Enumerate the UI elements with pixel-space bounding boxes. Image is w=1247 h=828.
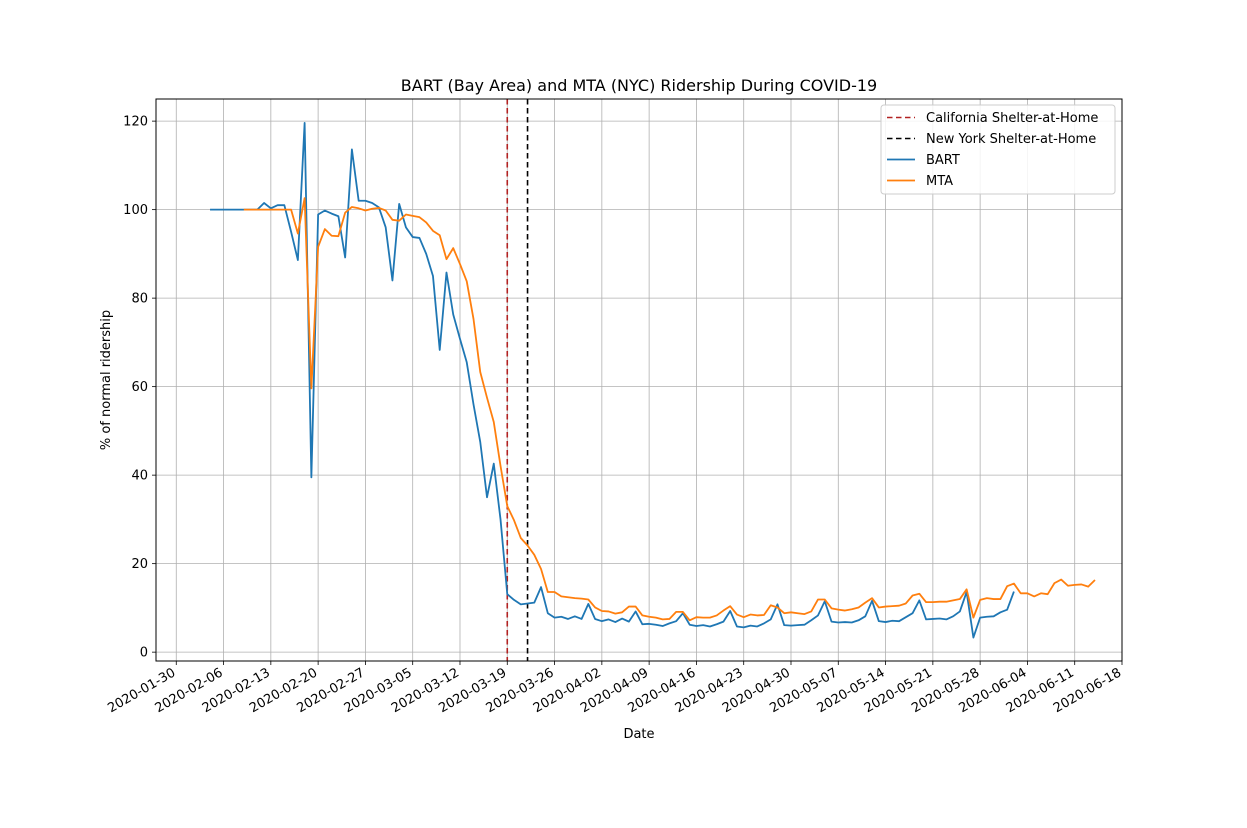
legend-label-bart: BART [926, 153, 960, 168]
y-tick-label: 0 [140, 646, 148, 661]
chart-title: BART (Bay Area) and MTA (NYC) Ridership … [401, 76, 877, 95]
legend-box [880, 104, 1116, 195]
series-layer [210, 122, 1096, 639]
y-tick-label: 120 [123, 115, 148, 130]
series-line-bart [210, 122, 1015, 639]
y-tick-label: 80 [131, 292, 148, 307]
legend-label-mta: MTA [926, 174, 953, 189]
y-tick-label: 60 [131, 380, 148, 395]
y-tick-label: 100 [123, 203, 148, 218]
legend-label-new-york: New York Shelter-at-Home [926, 132, 1096, 147]
y-axis-label: % of normal ridership [99, 310, 114, 450]
y-tick-label: 40 [131, 469, 148, 484]
y-tick-label: 20 [131, 557, 148, 572]
x-axis-label: Date [623, 727, 654, 742]
series-line-mta [243, 197, 1096, 622]
y-axis-ticks: 0 20 40 60 80 100 120 [123, 115, 156, 661]
legend-label-california: California Shelter-at-Home [926, 111, 1098, 126]
plot-frame [155, 98, 1123, 662]
legend: California Shelter-at-Home New York Shel… [880, 104, 1116, 195]
vline-layer [506, 99, 529, 661]
